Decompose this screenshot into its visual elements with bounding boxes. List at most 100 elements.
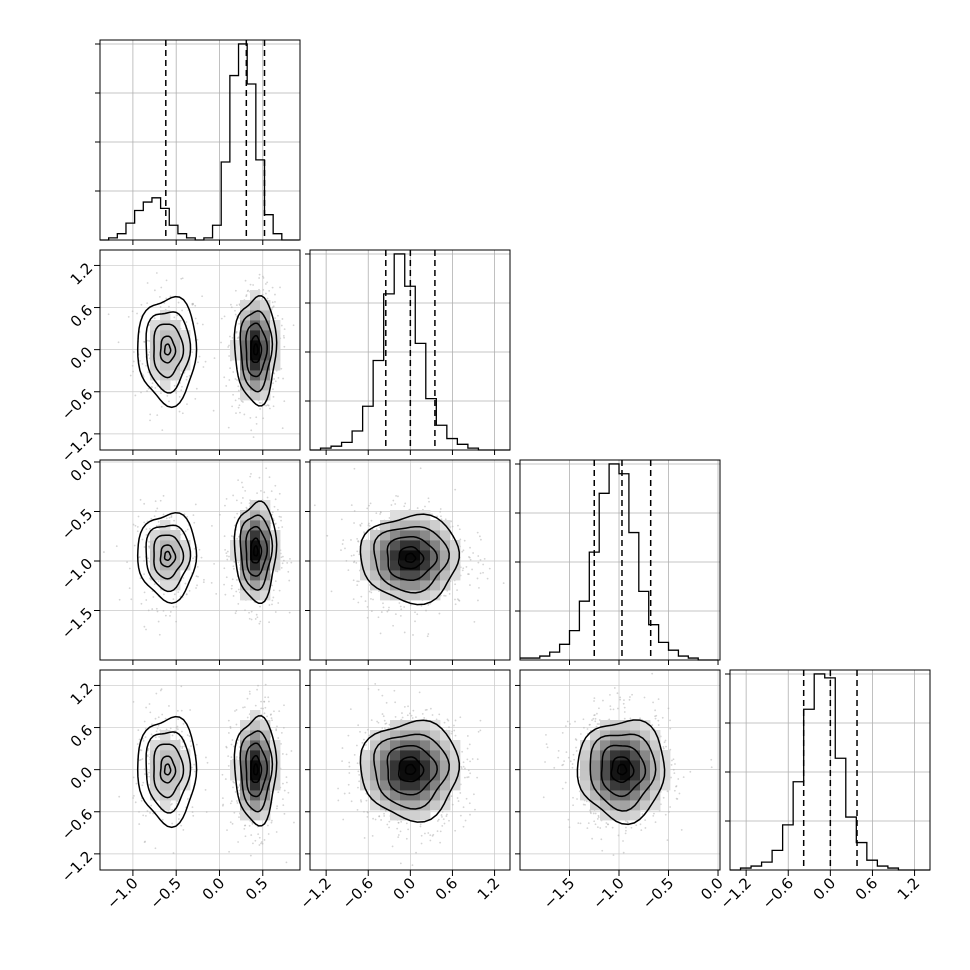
scatter-point — [471, 568, 473, 571]
scatter-point — [369, 502, 372, 505]
scatter-point — [472, 552, 475, 554]
scatter-point — [377, 721, 380, 724]
scatter-point — [263, 839, 266, 841]
density-cell — [240, 770, 251, 781]
scatter-point — [226, 829, 228, 832]
scatter-point — [193, 547, 196, 550]
scatter-point — [229, 367, 231, 370]
scatter-point — [385, 701, 388, 704]
scatter-point — [173, 384, 176, 387]
scatter-point — [266, 824, 269, 827]
scatter-point — [262, 707, 264, 710]
density-cell — [170, 330, 181, 341]
scatter-point — [260, 707, 263, 710]
density-cell — [240, 580, 251, 591]
density-cell — [370, 740, 381, 751]
scatter-point — [451, 525, 454, 528]
scatter-point — [280, 731, 283, 734]
density-cell — [260, 780, 271, 791]
density-cell — [430, 590, 441, 601]
density-cell — [180, 770, 191, 781]
scatter-point — [191, 351, 194, 354]
scatter-point — [193, 521, 196, 524]
scatter-point — [181, 277, 184, 280]
density-cell — [430, 550, 441, 561]
scatter-point — [151, 723, 153, 726]
scatter-point — [246, 508, 248, 510]
scatter-point — [223, 376, 226, 379]
scatter-point — [381, 713, 384, 715]
scatter-point — [153, 289, 156, 292]
scatter-point — [195, 387, 198, 390]
scatter-point — [243, 824, 246, 827]
scatter-point — [396, 827, 399, 830]
scatter-point — [255, 613, 258, 616]
scatter-point — [138, 738, 141, 741]
density-cell — [240, 350, 251, 361]
scatter-point — [418, 691, 421, 694]
scatter-point — [268, 604, 271, 606]
scatter-point — [256, 616, 259, 619]
scatter-point — [134, 394, 137, 397]
contour-line — [145, 731, 192, 814]
scatter-point — [197, 575, 199, 578]
density-cell — [360, 560, 371, 571]
density-cell — [150, 350, 161, 361]
scatter-point — [154, 717, 157, 720]
scatter-point — [147, 749, 149, 752]
density-cell — [240, 550, 251, 561]
scatter-point — [175, 726, 178, 729]
scatter-point — [285, 776, 288, 779]
density-cell — [360, 540, 371, 551]
scatter-point — [165, 728, 168, 731]
scatter-point — [403, 505, 406, 508]
scatter-point — [451, 730, 453, 733]
scatter-point — [244, 489, 247, 492]
density-cell — [370, 530, 381, 541]
density-cell — [410, 780, 421, 791]
density-cell — [260, 380, 271, 391]
contour-line — [245, 525, 268, 577]
scatter-point — [144, 736, 147, 739]
scatter-point — [274, 611, 277, 613]
scatter-point — [148, 703, 151, 705]
scatter-point — [233, 524, 236, 527]
density-cell — [390, 520, 401, 531]
density-cell — [170, 360, 181, 371]
scatter-point — [377, 616, 380, 619]
scatter-point — [398, 602, 401, 604]
scatter-point — [348, 765, 351, 768]
density-cell — [160, 580, 171, 591]
scatter-point — [205, 756, 207, 759]
scatter-point — [479, 729, 482, 732]
scatter-point — [388, 826, 390, 829]
scatter-point — [195, 587, 197, 589]
density-cell — [240, 510, 251, 521]
scatter-point — [429, 839, 432, 842]
scatter-point — [163, 302, 166, 304]
density-cell — [250, 790, 261, 801]
scatter-point — [154, 847, 157, 850]
scatter-point — [341, 747, 344, 749]
density-cell — [440, 550, 451, 561]
scatter-point — [353, 510, 356, 512]
scatter-point — [461, 550, 464, 553]
scatter-point — [261, 842, 264, 845]
scatter-point — [393, 689, 396, 692]
scatter-point — [359, 524, 362, 526]
scatter-point — [360, 595, 363, 598]
scatter-point — [202, 581, 205, 584]
density-cell — [360, 760, 371, 771]
density-cell — [420, 590, 431, 601]
scatter-point — [467, 769, 470, 772]
scatter-point — [424, 505, 426, 508]
scatter-point — [439, 508, 442, 510]
scatter-point — [486, 577, 489, 580]
density-cell — [370, 540, 381, 551]
scatter-point — [176, 709, 179, 712]
scatter-point — [271, 719, 273, 722]
density-cell — [450, 540, 461, 551]
density-cell — [370, 560, 381, 571]
scatter-point — [233, 516, 236, 519]
scatter-point — [258, 476, 261, 479]
